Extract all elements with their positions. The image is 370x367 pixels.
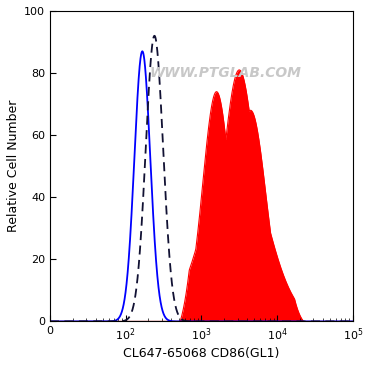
X-axis label: CL647-65068 CD86(GL1): CL647-65068 CD86(GL1): [123, 347, 280, 360]
Text: WWW.PTGLAB.COM: WWW.PTGLAB.COM: [150, 66, 302, 80]
Y-axis label: Relative Cell Number: Relative Cell Number: [7, 100, 20, 232]
